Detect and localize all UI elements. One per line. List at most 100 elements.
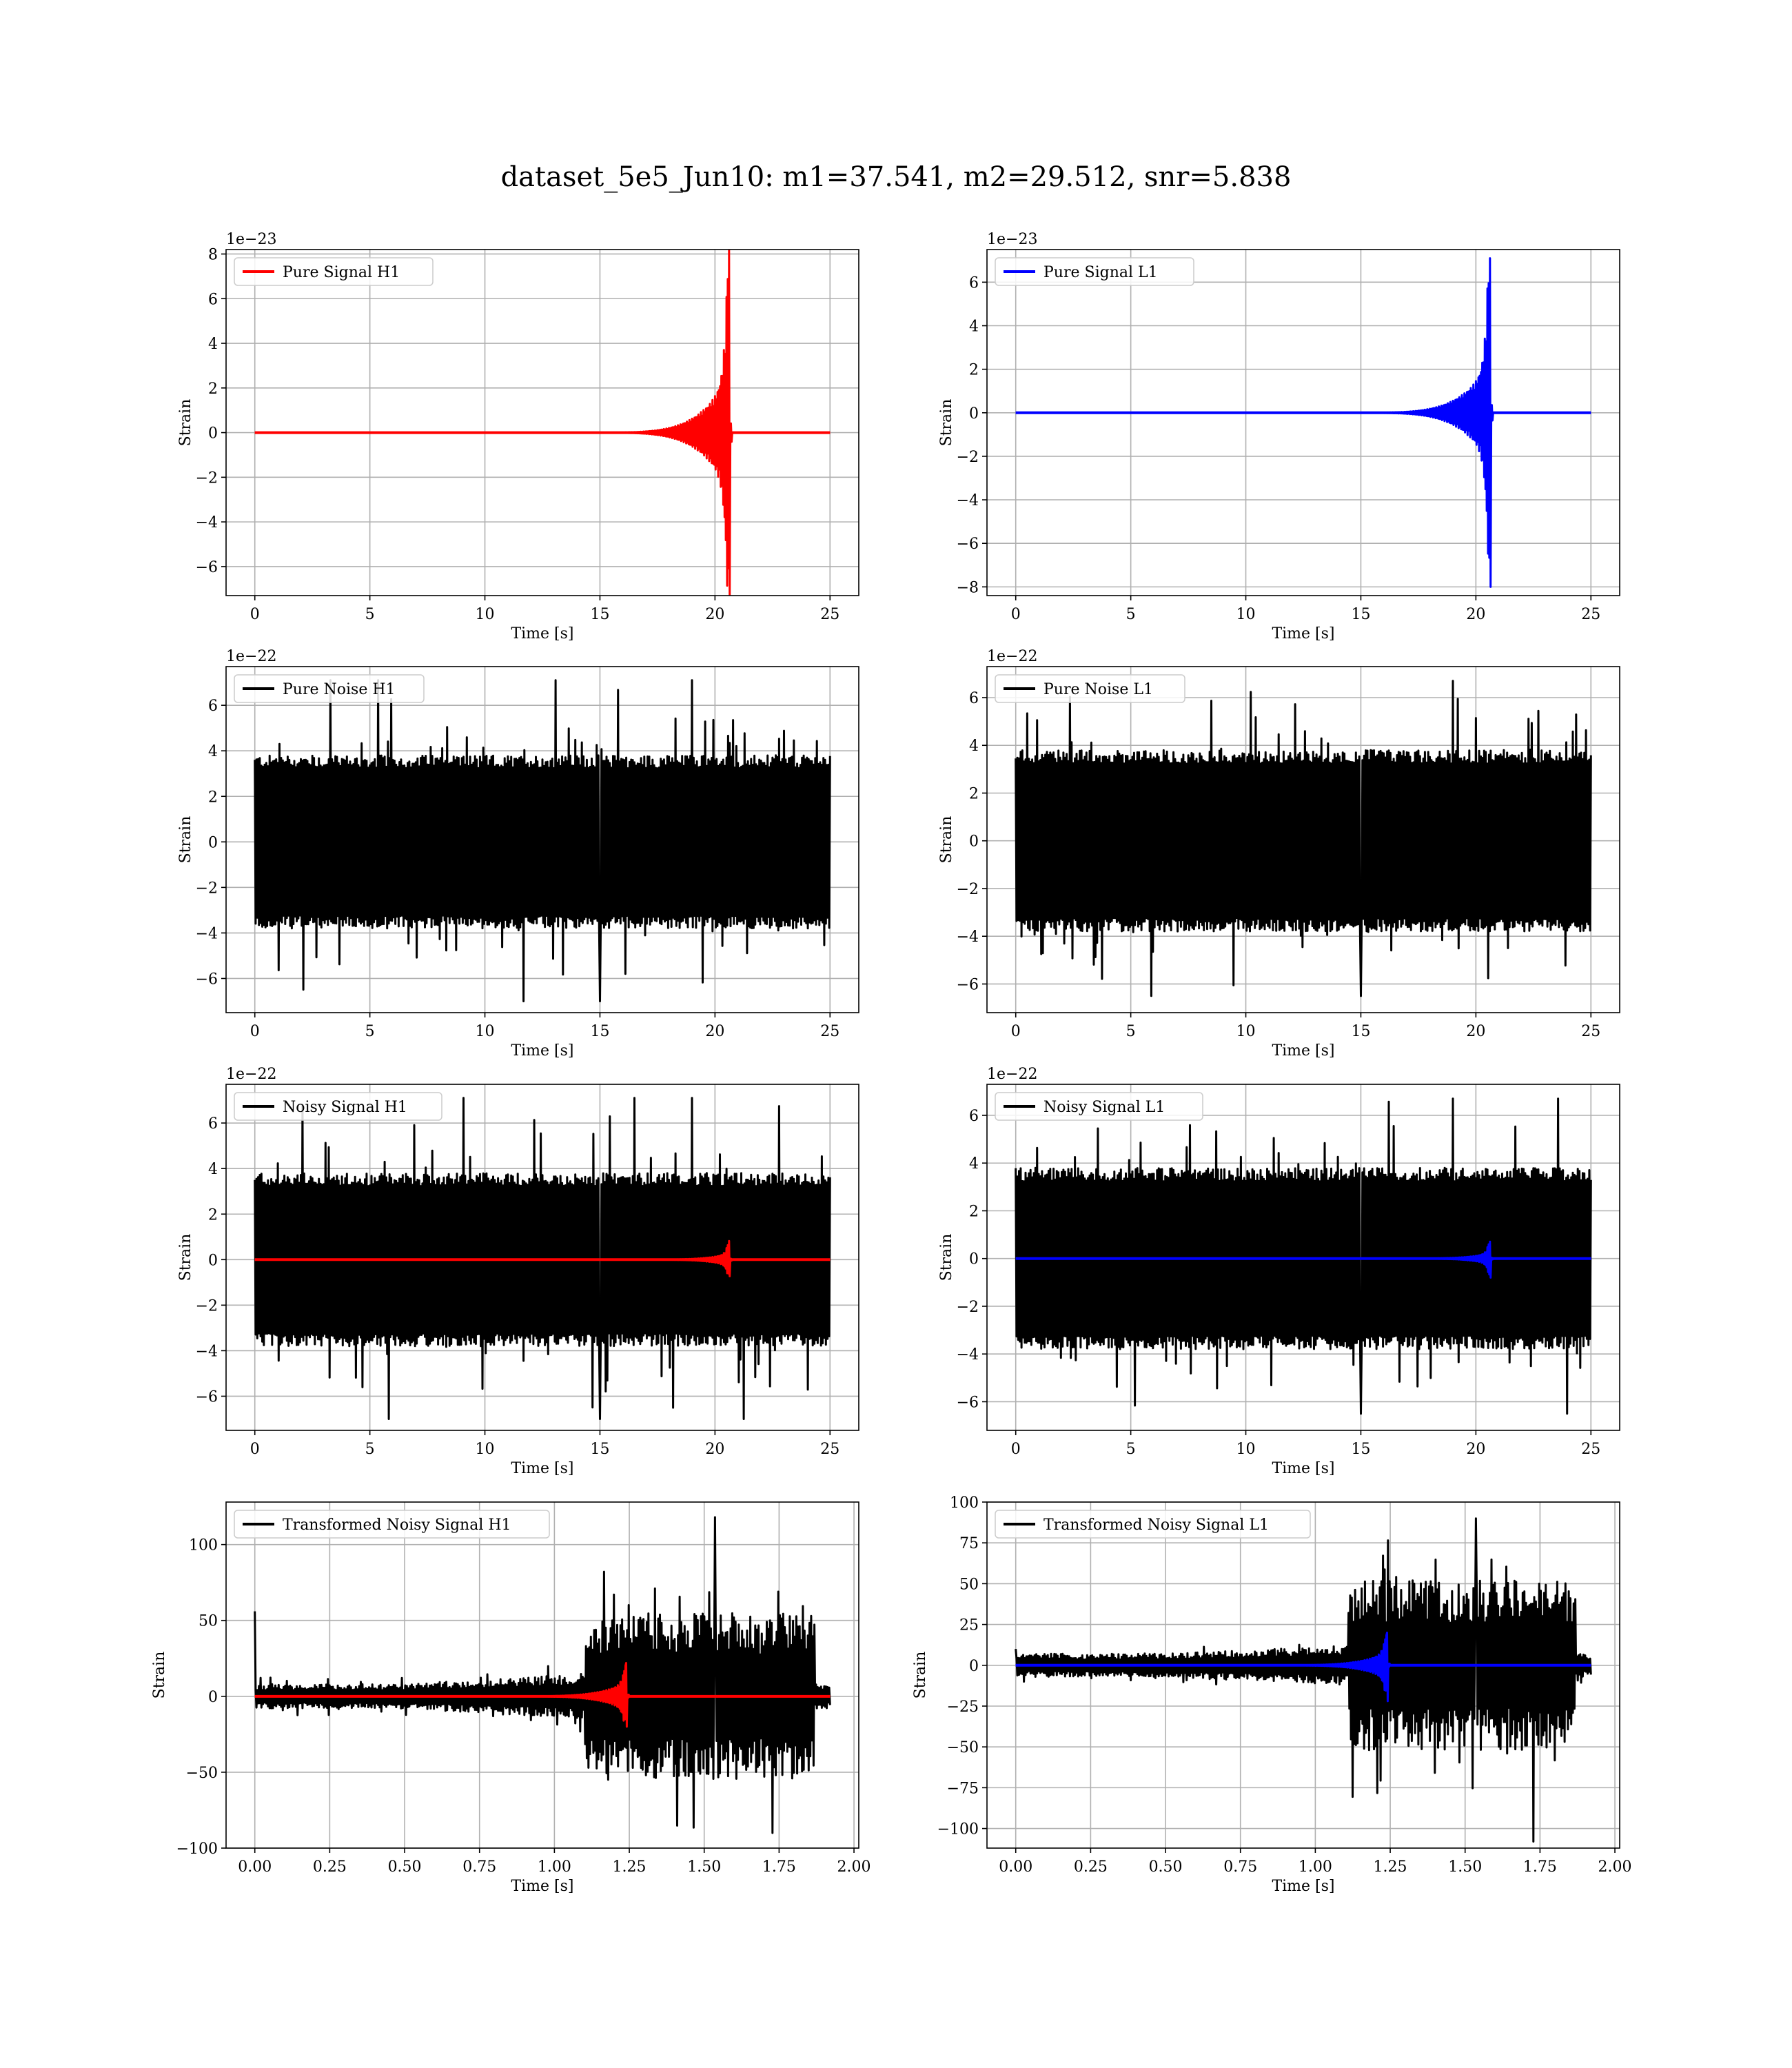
y-tick-label: 6 bbox=[969, 274, 979, 292]
x-tick-label: 15 bbox=[1351, 606, 1370, 623]
tick-group: 0 5 10 15 20 25 −6 −4 −2 0 2 4 6 bbox=[957, 1108, 1601, 1458]
x-tick-label: 1.50 bbox=[687, 1858, 721, 1876]
y-tick-label: −2 bbox=[957, 881, 979, 898]
series-line-noisy-signal-l1 bbox=[1015, 1097, 1592, 1415]
tick-group: 0.00 0.25 0.50 0.75 1.00 1.25 1.50 1.75 2.00 −100… bbox=[176, 1537, 871, 1876]
x-tick-label: 0 bbox=[250, 606, 260, 623]
y-tick-label: −100 bbox=[176, 1841, 218, 1858]
subplot-p4: 0 5 10 15 20 25 −6 −4 −2 0 2 4 6 Time [s] Strain 1e−22 N… bbox=[177, 1066, 859, 1477]
y-axis-label: Strain bbox=[177, 399, 194, 447]
y-tick-label: 4 bbox=[208, 1161, 218, 1178]
x-tick-label: 0 bbox=[250, 1023, 260, 1040]
series-line-transformed-noisy-signal-l1 bbox=[1015, 1517, 1592, 1843]
y-tick-label: 4 bbox=[969, 1155, 979, 1173]
axis-offset-text: 1e−23 bbox=[987, 231, 1037, 248]
subplot-p7: 0.00 0.25 0.50 0.75 1.00 1.25 1.50 1.75 2.00 −100… bbox=[912, 1494, 1632, 1895]
x-tick-label: 0.25 bbox=[313, 1858, 347, 1876]
axes-frame bbox=[986, 666, 1620, 1013]
axes-frame bbox=[986, 249, 1620, 596]
x-tick-label: 5 bbox=[1126, 1023, 1136, 1040]
legend-label: Noisy Signal H1 bbox=[283, 1099, 407, 1116]
x-tick-label: 15 bbox=[1351, 1441, 1370, 1458]
y-tick-label: −4 bbox=[957, 492, 979, 509]
legend-box bbox=[995, 257, 1194, 286]
x-tick-label: 5 bbox=[1126, 1441, 1136, 1458]
x-tick-label: 25 bbox=[820, 1023, 839, 1040]
subplot-p6: 0.00 0.25 0.50 0.75 1.00 1.25 1.50 1.75 2.00 −100… bbox=[151, 1501, 871, 1895]
x-tick-label: 2.00 bbox=[837, 1858, 871, 1876]
series-line-pure-noise-l1 bbox=[1015, 680, 1592, 997]
x-axis-label: Time [s] bbox=[1272, 1460, 1334, 1477]
axis-offset-text: 1e−22 bbox=[226, 648, 276, 665]
x-tick-label: 5 bbox=[1126, 606, 1136, 623]
y-tick-label: −6 bbox=[957, 976, 979, 993]
y-axis-label: Strain bbox=[938, 816, 955, 864]
legend-label: Pure Noise H1 bbox=[283, 681, 396, 698]
y-tick-label: 4 bbox=[208, 743, 218, 760]
y-tick-label: 4 bbox=[969, 318, 979, 336]
y-tick-label: 0 bbox=[969, 1251, 979, 1268]
y-tick-label: 0 bbox=[208, 1689, 218, 1706]
y-tick-label: 100 bbox=[950, 1494, 979, 1512]
y-tick-label: 2 bbox=[969, 362, 979, 379]
x-tick-label: 15 bbox=[590, 1023, 609, 1040]
axes-frame bbox=[986, 1501, 1620, 1849]
x-tick-label: 15 bbox=[590, 1441, 609, 1458]
x-tick-label: 20 bbox=[1466, 1023, 1485, 1040]
series-group bbox=[254, 679, 831, 1002]
x-tick-label: 1.00 bbox=[1299, 1858, 1332, 1876]
legend-label: Pure Signal H1 bbox=[283, 264, 400, 281]
x-tick-label: 25 bbox=[1581, 606, 1600, 623]
x-tick-label: 1.75 bbox=[762, 1858, 796, 1876]
series-line-pure-noise-h1 bbox=[254, 679, 831, 1002]
x-tick-label: 0.00 bbox=[999, 1858, 1032, 1876]
series-group bbox=[254, 1516, 831, 1834]
x-tick-label: 2.00 bbox=[1598, 1858, 1632, 1876]
legend: Transformed Noisy Signal H1 bbox=[234, 1510, 550, 1539]
series-group bbox=[254, 250, 831, 596]
y-tick-label: −4 bbox=[196, 925, 218, 942]
legend-label: Noisy Signal L1 bbox=[1043, 1099, 1165, 1116]
subplot-p0: 0 5 10 15 20 25 −6 −4 −2 0 2 4 6 8 Time [s] Strain 1e−23… bbox=[177, 231, 859, 642]
x-tick-label: 10 bbox=[476, 606, 495, 623]
x-tick-label: 10 bbox=[1236, 606, 1256, 623]
x-tick-label: 1.75 bbox=[1523, 1858, 1557, 1876]
y-tick-label: −100 bbox=[937, 1821, 979, 1838]
y-axis-label: Strain bbox=[912, 1652, 929, 1699]
axes-frame bbox=[225, 1501, 859, 1849]
x-tick-label: 1.25 bbox=[1374, 1858, 1407, 1876]
subplot-p5: 0 5 10 15 20 25 −6 −4 −2 0 2 4 6 Time [s] Strain 1e−22 N… bbox=[938, 1066, 1620, 1477]
series-group bbox=[254, 1097, 831, 1420]
axis-offset-text: 1e−23 bbox=[226, 231, 276, 248]
tick-group: 0 5 10 15 20 25 −6 −4 −2 0 2 4 6 bbox=[196, 1115, 840, 1458]
grid-lines bbox=[226, 250, 859, 596]
y-tick-label: −6 bbox=[196, 559, 218, 576]
y-axis-label: Strain bbox=[151, 1652, 168, 1699]
x-tick-label: 0.75 bbox=[462, 1858, 496, 1876]
x-tick-label: 0 bbox=[1011, 606, 1021, 623]
x-tick-label: 5 bbox=[365, 1023, 375, 1040]
y-tick-label: 2 bbox=[208, 1206, 218, 1224]
x-axis-label: Time [s] bbox=[511, 1878, 573, 1895]
y-tick-label: −6 bbox=[196, 1388, 218, 1406]
y-tick-label: 25 bbox=[959, 1617, 979, 1634]
y-tick-label: −2 bbox=[196, 1297, 218, 1315]
y-tick-label: 0 bbox=[969, 405, 979, 423]
x-tick-label: 5 bbox=[365, 1441, 375, 1458]
y-tick-label: −2 bbox=[957, 449, 979, 466]
y-tick-label: 0 bbox=[969, 833, 979, 851]
x-tick-label: 0.25 bbox=[1074, 1858, 1108, 1876]
y-tick-label: 6 bbox=[208, 698, 218, 715]
x-tick-label: 1.25 bbox=[613, 1858, 646, 1876]
legend-label: Pure Noise L1 bbox=[1043, 681, 1153, 698]
y-tick-label: −6 bbox=[957, 1394, 979, 1411]
y-tick-label: 8 bbox=[208, 246, 218, 263]
x-tick-label: 5 bbox=[365, 606, 375, 623]
legend-box bbox=[234, 1092, 442, 1121]
x-tick-label: 25 bbox=[1581, 1023, 1600, 1040]
legend: Noisy Signal L1 bbox=[995, 1092, 1203, 1121]
x-tick-label: 15 bbox=[590, 606, 609, 623]
x-tick-label: 0 bbox=[1011, 1441, 1021, 1458]
